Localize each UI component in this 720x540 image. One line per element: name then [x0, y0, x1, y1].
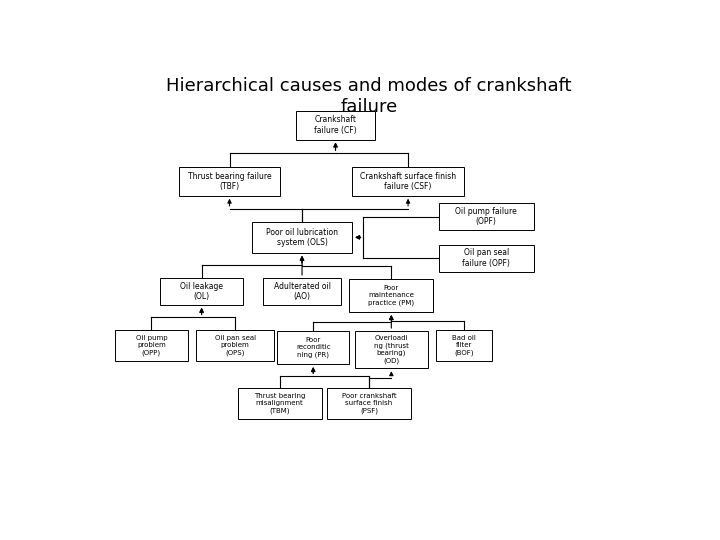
FancyBboxPatch shape [438, 203, 534, 230]
Text: Oil pan seal
failure (OPF): Oil pan seal failure (OPF) [462, 248, 510, 268]
FancyBboxPatch shape [297, 111, 374, 140]
FancyBboxPatch shape [349, 279, 433, 312]
Text: Hierarchical causes and modes of crankshaft
failure: Hierarchical causes and modes of cranksh… [166, 77, 572, 116]
FancyBboxPatch shape [160, 278, 243, 305]
Text: Crankshaft
failure (CF): Crankshaft failure (CF) [314, 116, 357, 135]
Text: Poor crankshaft
surface finish
(PSF): Poor crankshaft surface finish (PSF) [342, 394, 396, 414]
Text: Oil pump
problem
(OPP): Oil pump problem (OPP) [135, 335, 167, 356]
Text: Thrust bearing failure
(TBF): Thrust bearing failure (TBF) [188, 172, 271, 191]
Text: Adulterated oil
(AO): Adulterated oil (AO) [274, 282, 330, 301]
Text: Poor
reconditic
ning (PR): Poor reconditic ning (PR) [296, 338, 330, 358]
Text: Poor
maintenance
practice (PM): Poor maintenance practice (PM) [368, 285, 415, 306]
Text: Oil pan seal
problem
(OPS): Oil pan seal problem (OPS) [215, 335, 256, 356]
FancyBboxPatch shape [436, 330, 492, 361]
FancyBboxPatch shape [179, 167, 279, 196]
Text: Poor oil lubrication
system (OLS): Poor oil lubrication system (OLS) [266, 228, 338, 247]
FancyBboxPatch shape [277, 331, 349, 364]
Text: Oil pump failure
(OPF): Oil pump failure (OPF) [455, 207, 517, 226]
Text: Thrust bearing
misalignment
(TBM): Thrust bearing misalignment (TBM) [254, 394, 305, 414]
FancyBboxPatch shape [327, 388, 411, 419]
Text: Overloadi
ng (thrust
bearing)
(OD): Overloadi ng (thrust bearing) (OD) [374, 335, 409, 364]
Text: Crankshaft surface finish
failure (CSF): Crankshaft surface finish failure (CSF) [360, 172, 456, 191]
FancyBboxPatch shape [355, 331, 428, 368]
FancyBboxPatch shape [252, 222, 352, 253]
FancyBboxPatch shape [196, 330, 274, 361]
Text: Bad oil
filter
(BOF): Bad oil filter (BOF) [452, 335, 476, 356]
Text: Oil leakage
(OL): Oil leakage (OL) [180, 282, 223, 301]
FancyBboxPatch shape [115, 330, 188, 361]
FancyBboxPatch shape [263, 278, 341, 305]
FancyBboxPatch shape [438, 245, 534, 272]
FancyBboxPatch shape [238, 388, 322, 419]
FancyBboxPatch shape [352, 167, 464, 196]
